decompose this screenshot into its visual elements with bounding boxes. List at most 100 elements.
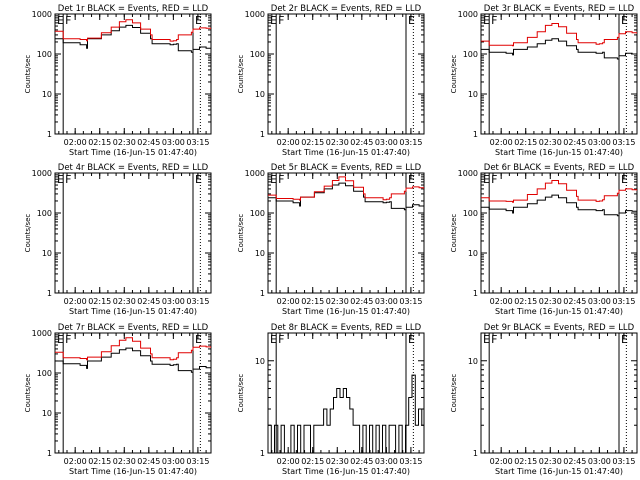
time-marker-label: E	[195, 14, 202, 27]
plot-frame	[267, 172, 425, 294]
y-tick-label: 10	[42, 249, 52, 258]
plot-frame	[54, 172, 212, 294]
y-axis-label: Counts/sec	[237, 214, 245, 253]
y-tick-label: 100	[463, 50, 478, 59]
x-tick-label: 03:00	[588, 297, 611, 306]
panel-title: Det 6r BLACK = Events, RED = LLD	[484, 163, 635, 173]
y-tick-label: 10	[42, 90, 52, 99]
time-marker-label: F	[65, 333, 71, 346]
y-tick-label: 1000	[32, 169, 52, 178]
x-tick-label: 02:00	[490, 297, 513, 306]
x-tick-label: 02:00	[490, 138, 513, 147]
time-marker-label: E	[270, 173, 277, 186]
time-marker-label: F	[491, 14, 497, 27]
series-lld-line	[55, 19, 211, 42]
y-tick-label: 10	[468, 249, 478, 258]
x-tick-label: 03:15	[612, 297, 635, 306]
time-marker-label: E	[483, 173, 490, 186]
panel-title: Det 1r BLACK = Events, RED = LLD	[58, 4, 209, 14]
time-marker-label: E	[195, 173, 202, 186]
x-tick-label: 02:45	[563, 297, 586, 306]
detector-panel-2: Det 2r BLACK = Events, RED = LLD 1 10 100 10…	[237, 4, 425, 157]
time-marker-label: F	[65, 173, 71, 186]
series-lld-line	[481, 23, 637, 47]
time-marker-label: F	[491, 173, 497, 186]
y-tick-label: 1	[260, 449, 265, 458]
series-events-line	[268, 182, 424, 211]
x-tick-label: 03:00	[588, 138, 611, 147]
y-tick-label: 1000	[32, 329, 52, 338]
x-tick-label: 02:00	[490, 457, 513, 466]
time-marker-label: E	[621, 173, 628, 186]
x-tick-label: 03:15	[399, 297, 422, 306]
x-axis-label: Start Time (16-Jun-15 01:47:40)	[69, 307, 197, 316]
plot-frame	[54, 13, 212, 135]
time-marker-label: E	[483, 333, 490, 346]
y-tick-label: 1000	[245, 10, 265, 19]
time-marker-label: F	[278, 333, 284, 346]
panel-title: Det 5r BLACK = Events, RED = LLD	[271, 163, 422, 173]
time-marker-label: F	[278, 14, 284, 27]
x-tick-label: 02:15	[514, 138, 537, 147]
x-axis-label: Start Time (16-Jun-15 01:47:40)	[495, 307, 623, 316]
panel-title: Det 7r BLACK = Events, RED = LLD	[58, 323, 209, 333]
y-axis-label: Counts/sec	[24, 214, 32, 253]
time-marker-label: E	[57, 173, 64, 186]
detector-panel-3: Det 3r BLACK = Events, RED = LLD 1 10 100 10…	[450, 4, 638, 157]
y-tick-label: 100	[250, 50, 265, 59]
x-tick-label: 02:15	[88, 138, 111, 147]
x-tick-label: 02:15	[514, 457, 537, 466]
x-tick-label: 03:00	[588, 457, 611, 466]
detector-panel-8: Det 8r BLACK = Events, RED = LLD 1 10 Count…	[237, 323, 425, 476]
y-tick-label: 1	[47, 130, 52, 139]
series-lld-line	[481, 180, 637, 203]
y-tick-label: 100	[37, 209, 52, 218]
series-lld-line	[55, 337, 211, 361]
detector-panel-1: Det 1r BLACK = Events, RED = LLD 1 10 100 10…	[24, 4, 212, 157]
time-marker-label: E	[621, 14, 628, 27]
y-tick-label: 10	[255, 357, 265, 366]
x-tick-label: 03:15	[612, 457, 635, 466]
series-events-line	[268, 374, 424, 453]
x-axis-label: Start Time (16-Jun-15 01:47:40)	[282, 467, 410, 476]
y-axis-label: Counts/sec	[237, 374, 245, 413]
x-tick-label: 03:00	[375, 457, 398, 466]
x-axis-label: Start Time (16-Jun-15 01:47:40)	[69, 148, 197, 157]
x-tick-label: 02:00	[64, 297, 87, 306]
series-events-line	[481, 38, 637, 60]
x-tick-label: 03:15	[186, 138, 209, 147]
time-marker-label: E	[270, 333, 277, 346]
x-tick-label: 03:15	[186, 297, 209, 306]
series-events-line	[55, 347, 211, 373]
y-axis-label: Counts/sec	[24, 374, 32, 413]
time-marker-label: E	[57, 14, 64, 27]
x-tick-label: 02:00	[277, 297, 300, 306]
x-tick-label: 02:30	[539, 457, 562, 466]
y-axis-label: Counts/sec	[450, 55, 458, 94]
y-tick-label: 100	[37, 50, 52, 59]
y-tick-label: 1000	[458, 10, 478, 19]
y-axis-label: Counts/sec	[237, 55, 245, 94]
x-tick-label: 03:15	[399, 457, 422, 466]
x-tick-label: 02:15	[88, 297, 111, 306]
time-marker-label: F	[278, 173, 284, 186]
x-axis-label: Start Time (16-Jun-15 01:47:40)	[282, 148, 410, 157]
y-tick-label: 10	[42, 409, 52, 418]
panel-title: Det 8r BLACK = Events, RED = LLD	[271, 323, 422, 333]
x-tick-label: 02:00	[277, 138, 300, 147]
panel-title: Det 4r BLACK = Events, RED = LLD	[58, 163, 209, 173]
x-tick-label: 02:30	[326, 457, 349, 466]
x-tick-label: 02:45	[563, 457, 586, 466]
x-tick-label: 03:15	[399, 138, 422, 147]
x-tick-label: 02:15	[514, 297, 537, 306]
x-tick-label: 02:30	[326, 138, 349, 147]
x-tick-label: 02:15	[301, 138, 324, 147]
x-tick-label: 02:30	[113, 138, 136, 147]
y-tick-label: 10	[468, 357, 478, 366]
plot-frame	[480, 332, 638, 454]
time-marker-label: E	[57, 333, 64, 346]
y-tick-label: 1	[473, 289, 478, 298]
x-tick-label: 02:30	[539, 138, 562, 147]
panel-title: Det 2r BLACK = Events, RED = LLD	[271, 4, 422, 14]
time-marker-label: E	[270, 14, 277, 27]
